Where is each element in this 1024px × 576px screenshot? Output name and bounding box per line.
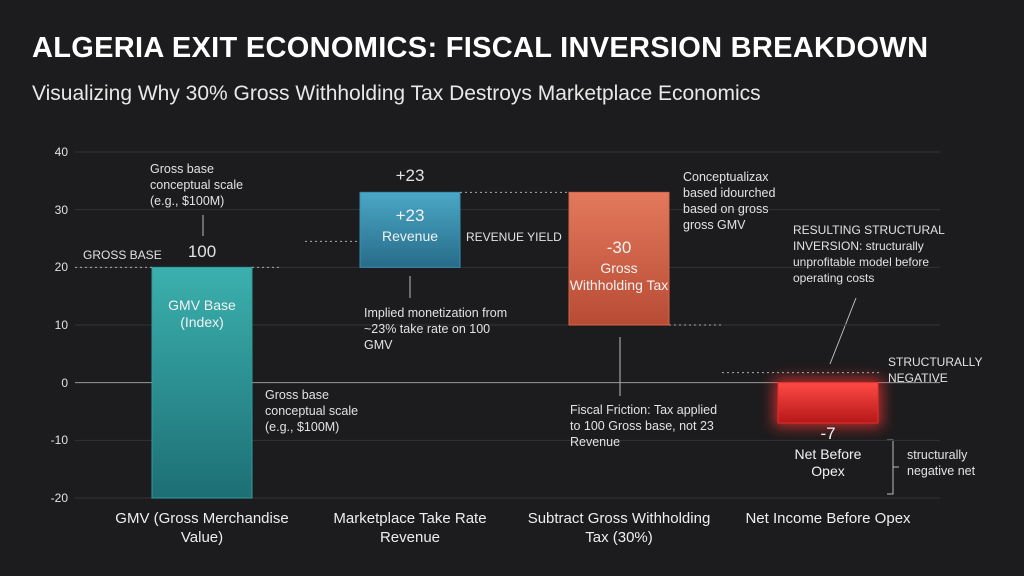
title: ALGERIA EXIT ECONOMICS: FISCAL INVERSION… bbox=[32, 32, 929, 64]
bar-value-text: -7 bbox=[820, 424, 836, 444]
brace bbox=[887, 439, 899, 495]
connectors bbox=[202, 215, 899, 495]
x-tick-label: GMV (Gross Merchandise Value) bbox=[115, 510, 289, 546]
bar-label: Revenue bbox=[381, 228, 439, 245]
y-tick-label: 10 bbox=[54, 318, 68, 332]
annotation: Gross base conceptual scale (e.g., $100M… bbox=[150, 162, 244, 208]
bar bbox=[568, 191, 670, 326]
bar bbox=[777, 382, 879, 424]
annotation: 100 bbox=[187, 242, 217, 261]
bar-label: Gross Withholding Tax bbox=[569, 260, 669, 294]
annotation: Conceptualizax based idourched based on … bbox=[683, 170, 776, 232]
x-tick-label: Subtract Gross Withholding Tax (30%) bbox=[527, 510, 711, 546]
annotation: Gross base conceptual scale (e.g., $100M… bbox=[265, 388, 359, 434]
bar-label: Net Before Opex bbox=[794, 446, 862, 480]
bar bbox=[151, 266, 253, 499]
x-tick-label: Marketplace Take Rate Revenue bbox=[333, 510, 487, 546]
y-tick-label: 40 bbox=[54, 145, 68, 159]
annotation: GROSS BASE bbox=[83, 248, 162, 262]
annotation: REVENUE YIELD bbox=[466, 230, 562, 244]
bar-value-text: +23 bbox=[395, 206, 425, 226]
connector bbox=[829, 297, 857, 365]
bar-value-text: -30 bbox=[606, 238, 632, 258]
y-tick-label: -10 bbox=[50, 433, 68, 448]
x-tick-label: Net Income Before Opex bbox=[745, 510, 911, 527]
annotation: Fiscal Friction: Tax applied to 100 Gros… bbox=[570, 403, 718, 449]
y-tick-label: 20 bbox=[54, 260, 68, 275]
y-tick-label: 30 bbox=[54, 202, 68, 217]
bar bbox=[359, 191, 461, 268]
annotation: structurally negative net bbox=[907, 448, 976, 478]
y-tick-label: -20 bbox=[50, 491, 68, 505]
annotation: STRUCTURALLY NEGATIVE bbox=[888, 355, 983, 385]
annotation: Implied monetization from ~23% take rate… bbox=[364, 306, 508, 352]
annotation: RESULTING STRUCTURAL INVERSION: structur… bbox=[793, 223, 945, 285]
annotation: +23 bbox=[395, 166, 425, 185]
bar-label: GMV Base (Index) bbox=[168, 297, 236, 331]
subtitle: Visualizing Why 30% Gross Withholding Ta… bbox=[32, 82, 761, 105]
y-tick-label: 0 bbox=[61, 375, 68, 390]
